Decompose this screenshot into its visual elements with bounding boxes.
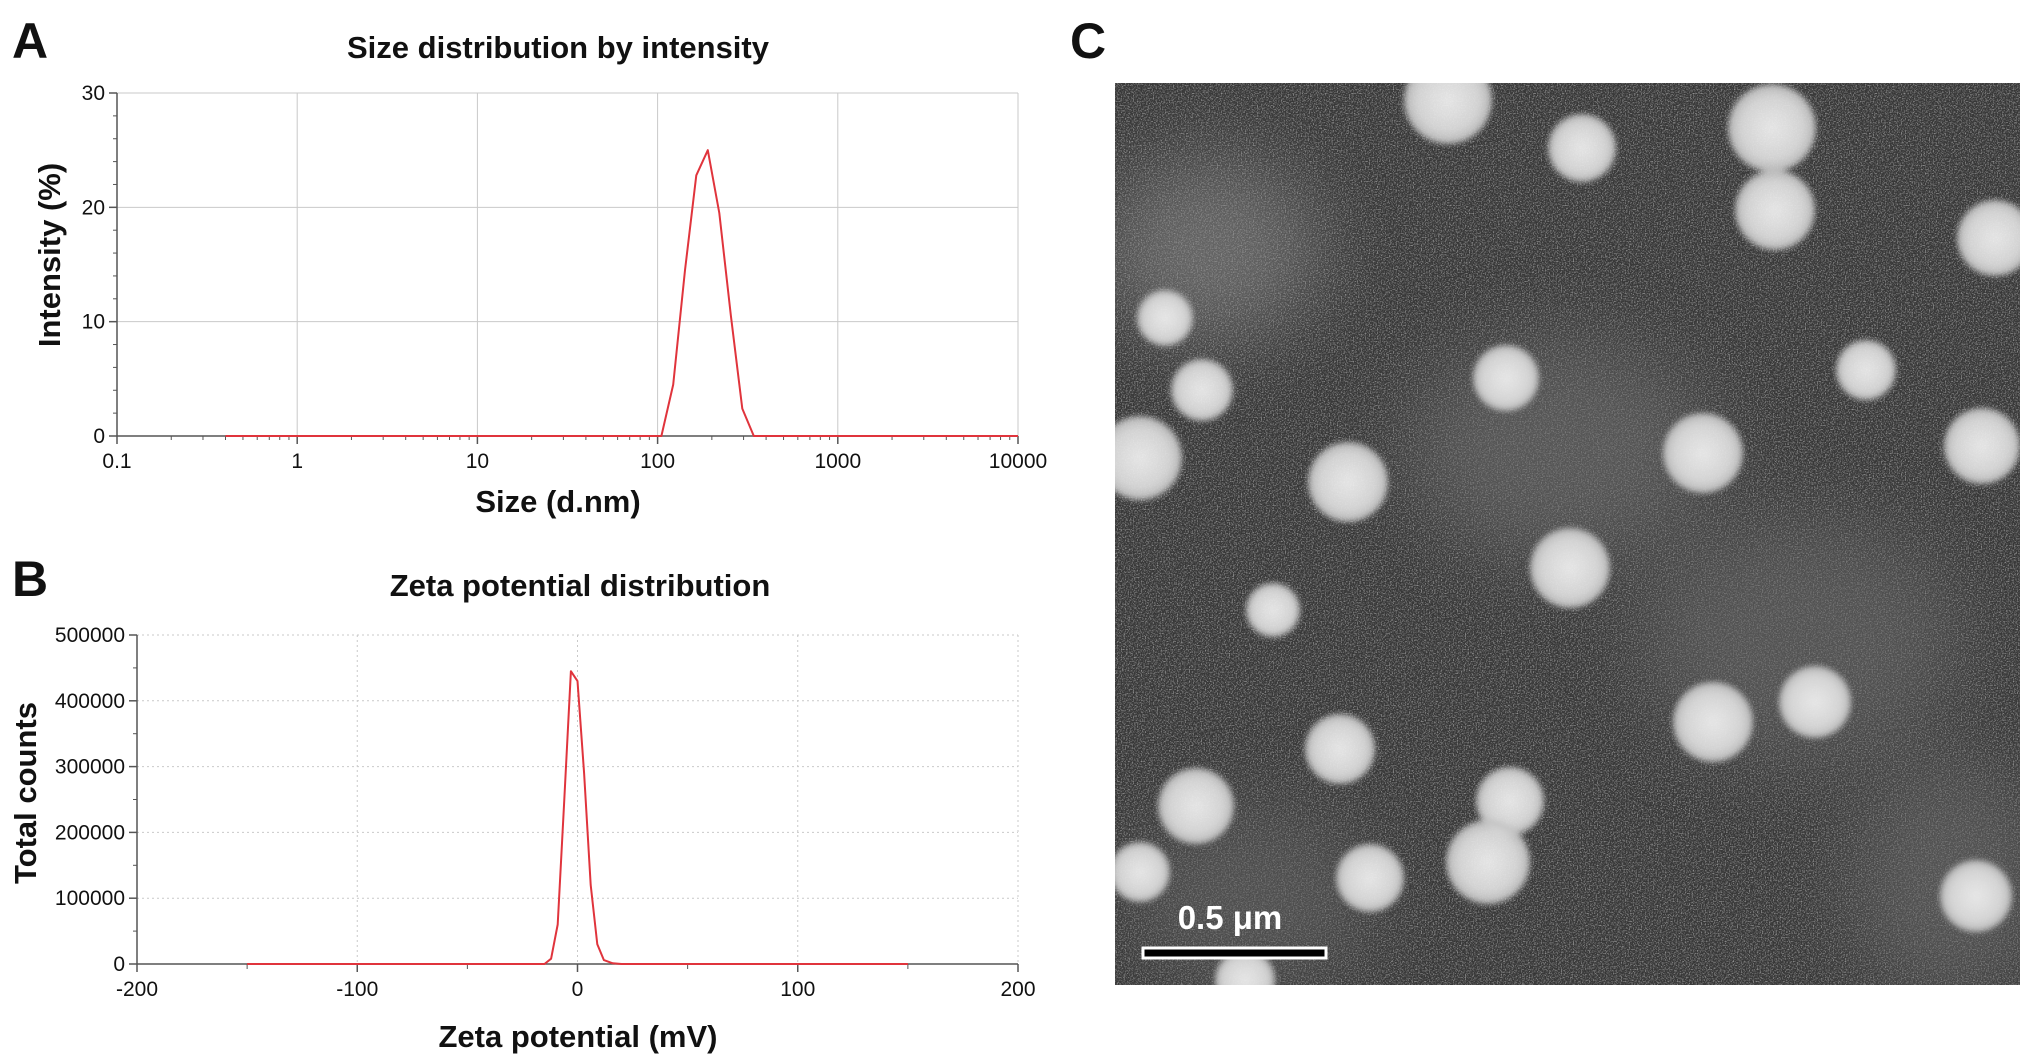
size-chart-axes [109, 92, 1019, 444]
nanoparticle [1305, 714, 1375, 784]
nanoparticles [1115, 83, 2020, 985]
zeta-chart-axes [129, 634, 1019, 972]
y-tick-label: 20 [82, 196, 105, 219]
x-tick-label: -200 [116, 978, 158, 1001]
x-tick-label: 100 [640, 450, 675, 473]
x-tick-label: 10000 [989, 450, 1047, 473]
panel-letter-a: A [12, 13, 48, 69]
x-tick-label: 1000 [814, 450, 861, 473]
nanoparticle [1171, 359, 1233, 421]
nanoparticle [1944, 408, 2020, 484]
nanoparticle [1940, 860, 2012, 932]
zeta-chart-xlabel: Zeta potential (mV) [438, 1019, 717, 1054]
y-tick-label: 30 [82, 82, 105, 105]
nanoparticle [1779, 666, 1851, 738]
y-tick-label: 300000 [55, 756, 125, 779]
nanoparticle [1336, 844, 1404, 912]
x-tick-label: 0 [572, 978, 584, 1001]
x-tick-label: 1 [291, 450, 303, 473]
nanoparticle [1530, 528, 1610, 608]
scale-bar-label: 0.5 μm [1178, 899, 1283, 936]
x-tick-label: 100 [780, 978, 815, 1001]
nanoparticle [1115, 842, 1170, 902]
zeta-chart-grid [137, 634, 1019, 964]
panel-letter-c: C [1070, 13, 1106, 69]
nanoparticle [1246, 583, 1300, 637]
y-tick-label: 0 [113, 953, 125, 976]
nanoparticle [1836, 340, 1896, 400]
scale-bar [1141, 946, 1328, 960]
nanoparticle [1158, 768, 1234, 844]
x-tick-label: -100 [336, 978, 378, 1001]
x-tick-label: 0.1 [102, 450, 131, 473]
y-tick-label: 0 [93, 425, 105, 448]
size-chart-title: Size distribution by intensity [347, 30, 770, 65]
nanoparticle [1957, 200, 2020, 276]
zeta-chart-series [247, 670, 908, 965]
size-chart-series [225, 149, 1018, 437]
y-tick-label: 10 [82, 311, 105, 334]
y-tick-label: 400000 [55, 690, 125, 713]
size-chart-tick-labels: 0 10 20 30 0.1 1 10 100 1000 10000 [82, 82, 1048, 473]
nanoparticle [1137, 290, 1193, 346]
size-chart-grid [117, 92, 1019, 436]
zeta-chart-title: Zeta potential distribution [390, 568, 771, 603]
nanoparticle [1663, 413, 1743, 493]
size-chart-ylabel: Intensity (%) [32, 163, 67, 347]
nanoparticle [1476, 767, 1544, 835]
zeta-chart-ylabel: Total counts [8, 702, 43, 884]
nanoparticle [1446, 820, 1530, 904]
nanoparticle [1735, 170, 1815, 250]
nanoparticle [1473, 345, 1539, 411]
nanoparticle [1308, 442, 1388, 522]
size-chart-xlabel: Size (d.nm) [475, 484, 640, 519]
size-distribution-chart: Size distribution by intensity 0 10 20 30 0.… [32, 30, 1047, 519]
y-tick-label: 500000 [55, 624, 125, 647]
nanoparticle [1728, 84, 1816, 172]
x-tick-label: 10 [466, 450, 489, 473]
zeta-chart-tick-labels: 0 100000 200000 300000 400000 500000 -200 -100 0… [55, 624, 1036, 1001]
panel-letter-b: B [12, 551, 48, 607]
nanoparticle [1673, 682, 1753, 762]
nanoparticle [1115, 416, 1182, 500]
series-line [225, 149, 1018, 437]
tem-micrograph: 0.5 μm [1115, 83, 2020, 985]
x-tick-label: 200 [1000, 978, 1035, 1001]
series-line [247, 670, 908, 965]
y-tick-label: 200000 [55, 821, 125, 844]
nanoparticle [1548, 114, 1616, 182]
zeta-potential-chart: Zeta potential distribution 010000020000… [8, 568, 1036, 1054]
y-tick-label: 100000 [55, 887, 125, 910]
nanoparticle [1404, 83, 1492, 144]
